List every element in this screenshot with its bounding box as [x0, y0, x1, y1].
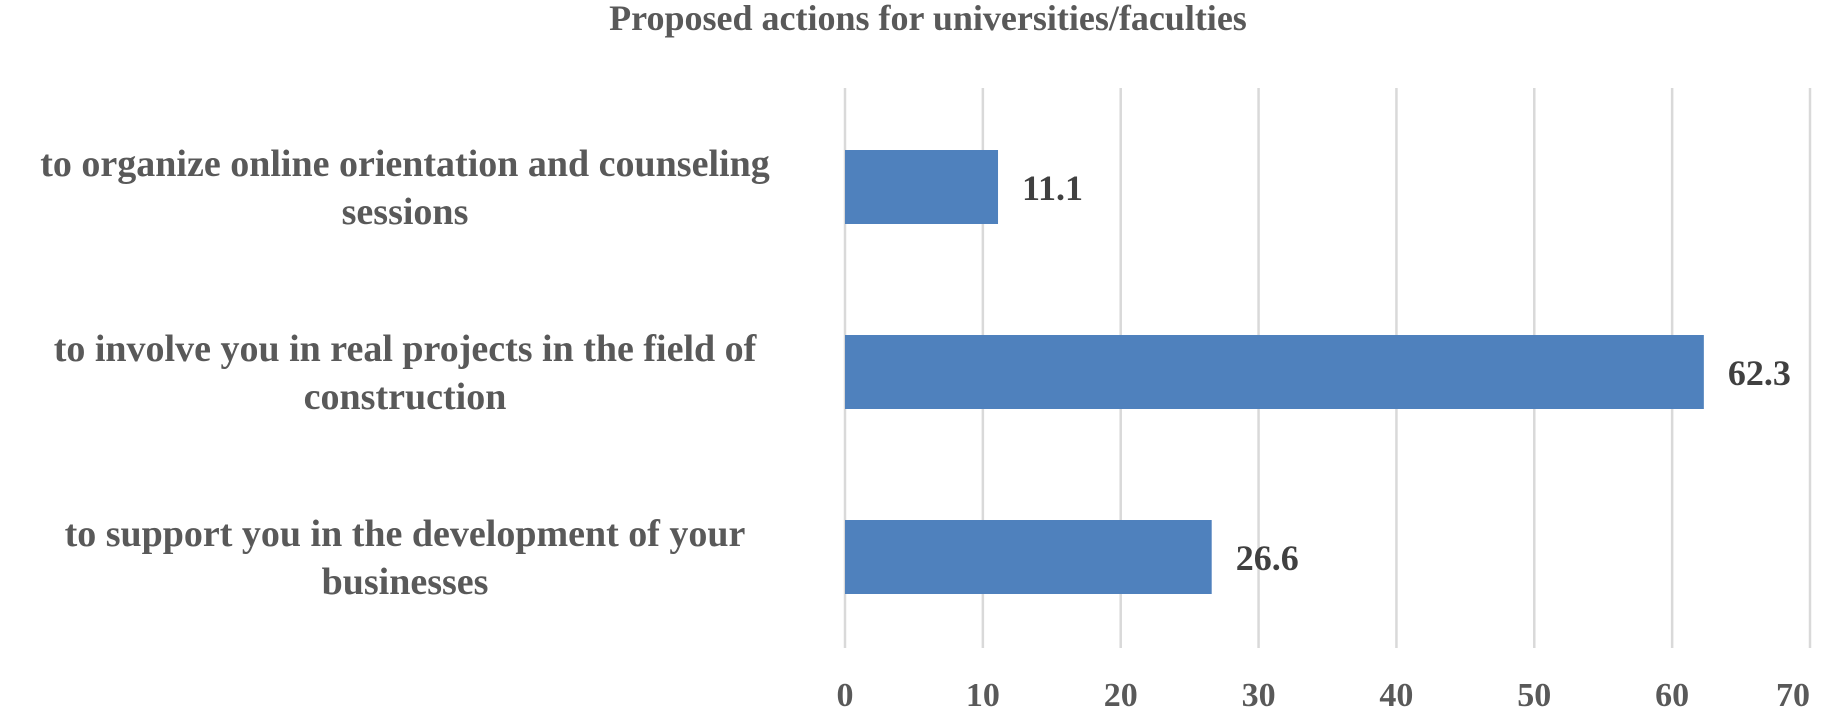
x-tick-label-20: 20 [1104, 677, 1138, 714]
category-label-1-line-1: construction [304, 376, 507, 418]
data-label-2: 26.6 [1236, 538, 1299, 578]
x-tick-label-0: 0 [837, 677, 854, 714]
data-label-0: 11.1 [1022, 168, 1083, 208]
bar-2 [845, 520, 1212, 594]
x-tick-label-70: 70 [1776, 677, 1810, 714]
x-axis-tick-labels: 0 10 20 30 40 50 60 70 [837, 677, 1811, 714]
bar-1 [845, 335, 1704, 409]
category-label-1-line-0: to involve you in real projects in the f… [54, 328, 758, 370]
x-tick-label-60: 60 [1655, 677, 1689, 714]
category-label-2-line-0: to support you in the development of you… [65, 513, 746, 555]
data-labels: 11.1 62.3 26.6 [1022, 168, 1791, 578]
x-tick-label-30: 30 [1242, 677, 1276, 714]
chart-title: Proposed actions for universities/facult… [609, 0, 1247, 38]
category-label-0-line-0: to organize online orientation and couns… [40, 143, 769, 185]
x-tick-label-10: 10 [966, 677, 1000, 714]
x-tick-label-40: 40 [1379, 677, 1413, 714]
data-label-1: 62.3 [1728, 353, 1791, 393]
category-label-2-line-1: businesses [322, 561, 489, 603]
category-labels: to organize online orientation and couns… [40, 143, 769, 603]
category-label-0-line-1: sessions [342, 191, 469, 233]
x-tick-label-50: 50 [1517, 677, 1551, 714]
bars [845, 150, 1704, 594]
bar-0 [845, 150, 999, 224]
